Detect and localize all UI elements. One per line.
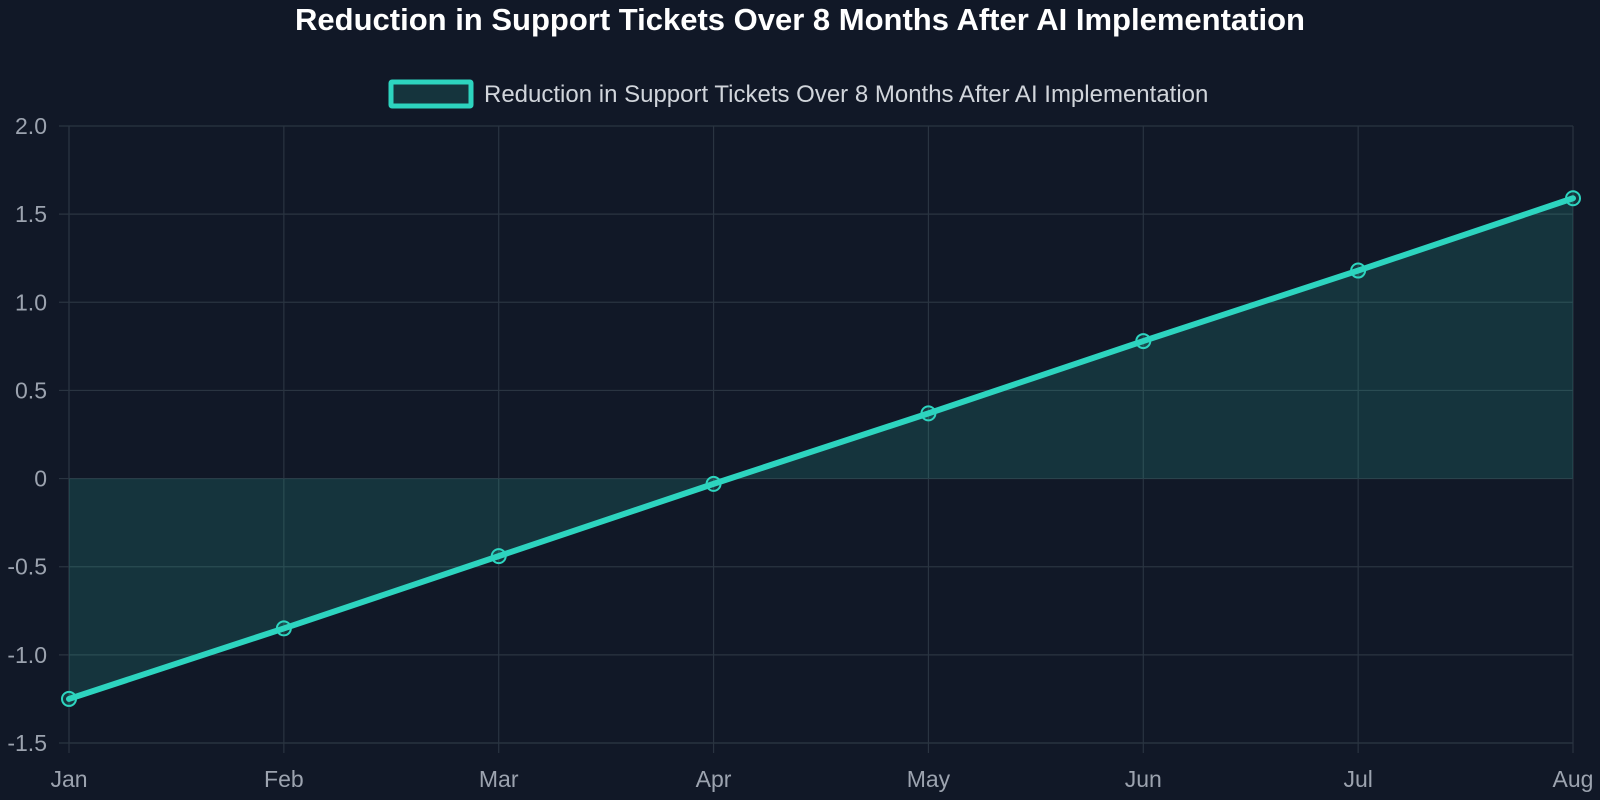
- grid: [59, 125, 1574, 753]
- y-axis-ticks: -1.5 -1.0 -0.5 0 0.5 1.0 1.5 2.0: [7, 113, 47, 756]
- series-line: [66, 195, 1576, 702]
- data-point: [1350, 262, 1367, 279]
- data-point: [490, 548, 507, 565]
- data-point: [275, 620, 292, 637]
- data-point: [705, 475, 722, 492]
- x-axis-ticks: Jan Feb Mar Apr May Jun Jul Aug: [50, 766, 1593, 792]
- data-point: [920, 405, 937, 422]
- y-tick-label: -1.5: [7, 730, 47, 756]
- y-tick-label: 0.5: [15, 377, 47, 403]
- x-tick-label: Apr: [696, 766, 732, 792]
- series-line-layer: [66, 195, 1576, 702]
- y-tick-label: 2.0: [15, 113, 47, 139]
- x-tick-label: Feb: [264, 766, 304, 792]
- y-tick-label: -0.5: [7, 554, 47, 580]
- y-tick-label: -1.0: [7, 642, 47, 668]
- y-tick-label: 1.0: [15, 289, 47, 315]
- data-point: [1565, 190, 1581, 207]
- x-tick-label: Jun: [1125, 766, 1162, 792]
- y-tick-label: 0: [34, 466, 47, 492]
- y-tick-label: 1.5: [15, 201, 47, 227]
- legend[interactable]: Reduction in Support Tickets Over 8 Mont…: [388, 79, 1208, 109]
- x-tick-label: Jan: [50, 766, 87, 792]
- chart-title: Reduction in Support Tickets Over 8 Mont…: [295, 2, 1305, 37]
- x-tick-label: Jul: [1343, 766, 1372, 792]
- x-tick-label: Mar: [479, 766, 519, 792]
- x-tick-label: May: [907, 766, 951, 792]
- x-tick-label: Aug: [1553, 766, 1594, 792]
- legend-label: Reduction in Support Tickets Over 8 Mont…: [484, 81, 1208, 108]
- legend-swatch: [388, 79, 474, 109]
- data-point: [1135, 333, 1152, 350]
- data-points: [61, 190, 1581, 707]
- data-point: [61, 690, 77, 707]
